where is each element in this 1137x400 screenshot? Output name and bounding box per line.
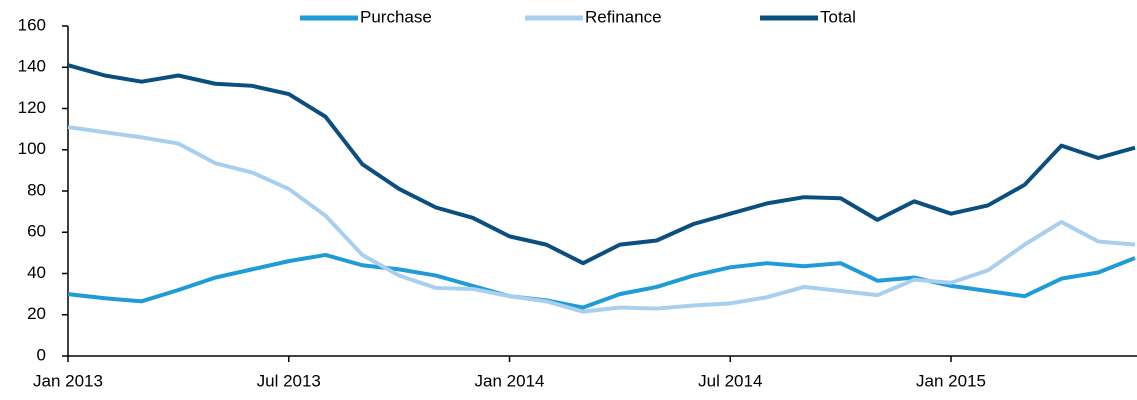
x-tick-label: Jul 2013 [257,371,321,390]
y-tick-label: 160 [18,15,46,34]
x-tick-label: Jan 2015 [916,371,986,390]
y-tick-label: 40 [27,263,46,282]
y-tick-label: 80 [27,180,46,199]
y-tick-label: 100 [18,139,46,158]
x-tick-label: Jan 2014 [475,371,545,390]
y-tick-label: 20 [27,304,46,323]
series-line [67,252,1136,310]
y-tick-label: 140 [18,57,46,76]
y-tick-label: 120 [18,98,46,117]
x-tick-label: Jan 2013 [33,371,103,390]
legend-label: Purchase [360,7,432,26]
y-tick-label: 60 [27,222,46,241]
legend-label: Total [820,7,856,26]
legend-label: Refinance [585,7,662,26]
y-tick-label: 0 [37,345,46,364]
series-line [67,125,1136,314]
x-tick-label: Jul 2014 [698,371,762,390]
series-line [67,63,1136,266]
